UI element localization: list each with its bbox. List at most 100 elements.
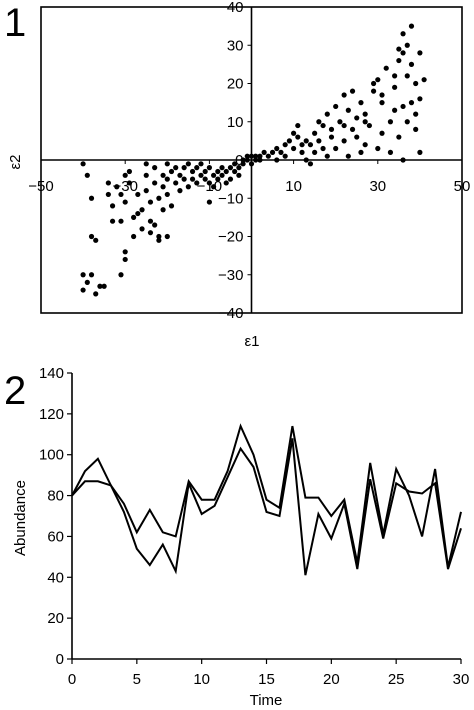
- scatter-point: [278, 149, 284, 155]
- scatter-point: [114, 184, 120, 190]
- scatter-point: [244, 157, 250, 163]
- scatter-axes: [40, 6, 463, 314]
- scatter-point: [274, 145, 280, 152]
- scatter-point: [147, 218, 154, 224]
- scatter-point: [291, 145, 297, 152]
- scatter-point: [253, 157, 259, 163]
- y-tick-label: 30: [227, 37, 244, 54]
- scatter-point: [341, 92, 347, 98]
- scatter-point: [312, 130, 318, 136]
- scatter-point: [349, 126, 356, 132]
- scatter-point: [189, 176, 196, 182]
- scatter-point: [173, 180, 179, 186]
- scatter-point: [383, 65, 389, 71]
- scatter-point: [261, 149, 267, 155]
- scatter-point: [295, 122, 301, 129]
- scatter-point: [227, 176, 234, 182]
- scatter-point: [88, 233, 95, 240]
- scatter-point: [177, 188, 183, 194]
- scatter-point: [370, 80, 377, 87]
- scatter-point: [202, 176, 208, 182]
- scatter-point: [156, 195, 162, 201]
- scatter-point: [404, 119, 410, 125]
- scatter-point: [139, 207, 145, 213]
- line-y-axis-label: Abundance: [12, 480, 29, 556]
- scatter-point: [354, 134, 360, 140]
- scatter-point: [413, 80, 419, 87]
- scatter-point: [118, 218, 124, 224]
- y-tick-label: −20: [218, 229, 243, 246]
- x-tick-label: −10: [197, 178, 222, 195]
- scatter-point: [215, 176, 221, 182]
- scatter-point: [392, 73, 398, 79]
- y-tick-label: 60: [47, 528, 64, 545]
- scatter-point: [156, 233, 162, 240]
- scatter-point: [392, 84, 398, 90]
- scatter-point: [194, 180, 200, 186]
- scatter-point: [248, 161, 255, 167]
- y-tick-label: −40: [218, 305, 243, 322]
- scatter-point: [366, 122, 372, 129]
- scatter-point: [257, 153, 263, 159]
- y-tick-label: 80: [47, 488, 64, 505]
- scatter-point: [400, 157, 406, 163]
- scatter-point: [349, 88, 356, 94]
- scatter-point: [211, 172, 217, 178]
- scatter-point: [105, 180, 111, 186]
- y-tick-label: −30: [218, 267, 243, 284]
- scatter-point: [88, 195, 95, 201]
- scatter-point: [291, 130, 297, 136]
- scatter-point: [135, 210, 141, 217]
- scatter-point: [265, 153, 271, 159]
- scatter-point: [122, 172, 128, 178]
- scatter-point: [404, 42, 410, 48]
- scatter-point: [324, 111, 330, 117]
- y-tick-label: 10: [227, 114, 244, 131]
- scatter-point: [257, 157, 263, 163]
- scatter-point: [303, 138, 309, 144]
- line-panel: 2 0 20 40 60 80 100 120 140 0 5 10 15 20 25 30 Time Ab…: [4, 365, 469, 709]
- scatter-points: [80, 23, 427, 297]
- y-tick-label: 20: [47, 610, 64, 627]
- scatter-point: [215, 168, 221, 175]
- scatter-point: [139, 226, 145, 232]
- scatter-point: [345, 107, 351, 113]
- scatter-point: [109, 203, 116, 209]
- scatter-point: [219, 172, 225, 178]
- scatter-point: [417, 96, 423, 102]
- scatter-point: [135, 191, 141, 198]
- scatter-point: [303, 157, 309, 163]
- scatter-point: [341, 122, 347, 129]
- scatter-point: [156, 237, 162, 243]
- scatter-point: [93, 291, 99, 297]
- scatter-point: [97, 283, 103, 289]
- scatter-point: [417, 149, 423, 155]
- scatter-point: [244, 153, 250, 159]
- scatter-point: [253, 153, 259, 159]
- scatter-point: [223, 180, 229, 186]
- scatter-point: [164, 191, 170, 198]
- scatter-point: [312, 149, 318, 155]
- scatter-point: [413, 126, 419, 132]
- scatter-point: [362, 119, 368, 125]
- y-tick-label: 0: [235, 152, 243, 169]
- scatter-point: [206, 199, 212, 205]
- scatter-point: [408, 100, 415, 106]
- scatter-point: [185, 184, 191, 190]
- scatter-point: [164, 161, 170, 167]
- scatter-point: [354, 115, 360, 121]
- panel-number-1: 1: [4, 1, 26, 45]
- x-tick-label: −30: [112, 178, 137, 195]
- y-tick-label: 40: [47, 569, 64, 586]
- scatter-point: [152, 165, 158, 171]
- panel-number-2: 2: [4, 369, 26, 413]
- scatter-point: [358, 100, 364, 106]
- scatter-point: [160, 207, 166, 213]
- scatter-point: [202, 168, 208, 175]
- scatter-point: [375, 145, 381, 152]
- y-tick-label: 20: [227, 76, 244, 93]
- scatter-point: [240, 161, 246, 167]
- scatter-point: [379, 92, 385, 98]
- scatter-point: [320, 145, 326, 152]
- scatter-point: [286, 138, 292, 144]
